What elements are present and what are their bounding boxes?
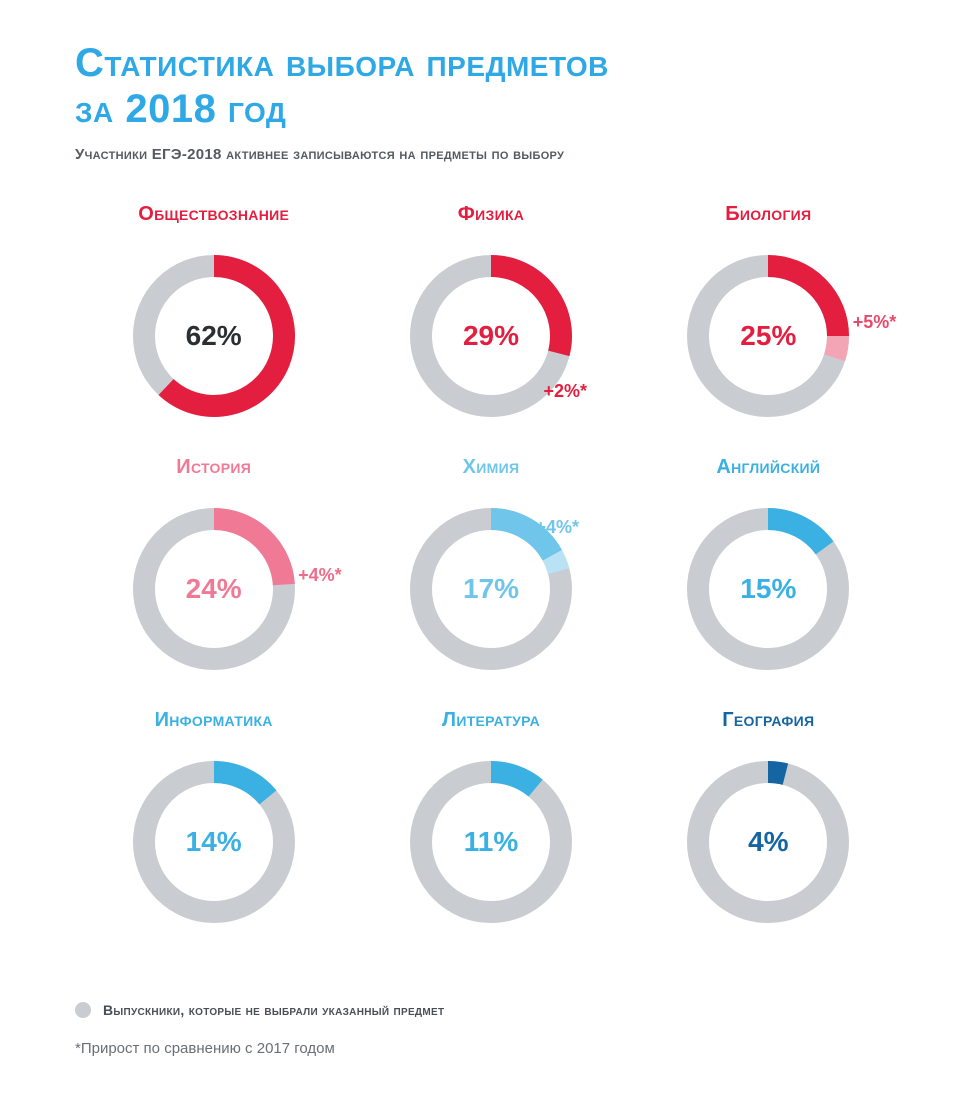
subject-label: История bbox=[176, 456, 251, 479]
growth-label: +4%* bbox=[535, 517, 579, 538]
page-title: Статистика выбора предметов за 2018 год bbox=[75, 40, 907, 132]
donut-chart: 14% bbox=[114, 742, 314, 942]
subject-cell: Английский 15% bbox=[630, 456, 907, 689]
donut-chart: 11% bbox=[391, 742, 591, 942]
donut-chart: 17% +4%* bbox=[391, 489, 591, 689]
growth-label: +4%* bbox=[298, 565, 342, 586]
page-subtitle: Участники ЕГЭ-2018 активнее записываются… bbox=[75, 146, 907, 163]
percent-label: 4% bbox=[748, 826, 788, 858]
title-line-1: Статистика выбора предметов bbox=[75, 41, 609, 85]
legend-text: Выпускники, которые не выбрали указанный… bbox=[103, 1002, 444, 1018]
subject-cell: Обществознание 62% bbox=[75, 203, 352, 436]
legend-dot-icon bbox=[75, 1002, 91, 1018]
percent-label: 15% bbox=[740, 573, 796, 605]
percent-label: 29% bbox=[463, 320, 519, 352]
growth-label: +5%* bbox=[853, 312, 897, 333]
subject-label: Обществознание bbox=[138, 203, 289, 226]
percent-label: 62% bbox=[186, 320, 242, 352]
donut-grid: Обществознание 62% Физика 29% +2%* Биология 25… bbox=[75, 203, 907, 942]
footnote: *Прирост по сравнению с 2017 годом bbox=[75, 1040, 907, 1057]
donut-chart: 4% bbox=[668, 742, 868, 942]
donut-chart: 62% bbox=[114, 236, 314, 436]
title-line-2: за 2018 год bbox=[75, 87, 286, 131]
subject-cell: История24%+4%* bbox=[75, 456, 352, 689]
percent-label: 11% bbox=[464, 826, 519, 858]
subject-cell: Литература 11% bbox=[352, 709, 629, 942]
subject-label: Английский bbox=[716, 456, 820, 479]
donut-chart: 24%+4%* bbox=[114, 489, 314, 689]
donut-chart: 25%+5%* bbox=[668, 236, 868, 436]
legend: Выпускники, которые не выбрали указанный… bbox=[75, 1002, 907, 1057]
subject-label: Литература bbox=[442, 709, 540, 732]
subject-label: Информатика bbox=[155, 709, 273, 732]
subject-label: Физика bbox=[458, 203, 524, 226]
donut-chart: 15% bbox=[668, 489, 868, 689]
subject-cell: Биология25%+5%* bbox=[630, 203, 907, 436]
subject-label: География bbox=[722, 709, 814, 732]
subject-cell: Физика 29% +2%* bbox=[352, 203, 629, 436]
subject-label: Биология bbox=[725, 203, 811, 226]
growth-label: +2%* bbox=[543, 381, 587, 402]
subject-cell: География 4% bbox=[630, 709, 907, 942]
subject-cell: Химия 17% +4%* bbox=[352, 456, 629, 689]
subject-cell: Информатика 14% bbox=[75, 709, 352, 942]
percent-label: 25% bbox=[740, 320, 796, 352]
donut-chart: 29% +2%* bbox=[391, 236, 591, 436]
percent-label: 24% bbox=[186, 573, 242, 605]
legend-row: Выпускники, которые не выбрали указанный… bbox=[75, 1002, 907, 1018]
percent-label: 17% bbox=[463, 573, 519, 605]
subject-label: Химия bbox=[463, 456, 520, 479]
percent-label: 14% bbox=[186, 826, 242, 858]
